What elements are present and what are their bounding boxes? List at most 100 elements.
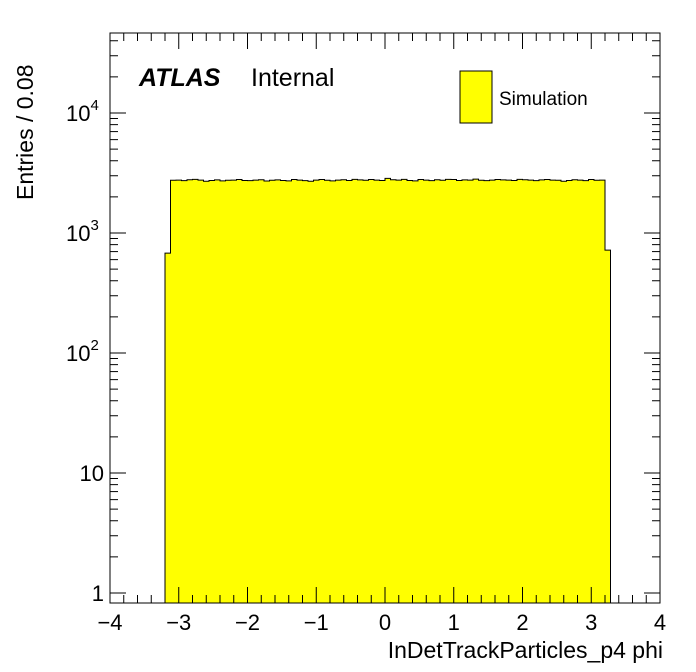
histogram-bar — [275, 179, 281, 603]
histogram-bar — [440, 180, 446, 603]
histogram-bar — [506, 180, 512, 603]
y-tick-label: 10 — [80, 461, 104, 486]
legend-swatch — [459, 70, 493, 124]
histogram-bar — [357, 179, 364, 603]
y-tick-label: 1 — [92, 581, 104, 606]
histogram-bar — [286, 180, 292, 603]
histogram-bar — [242, 180, 248, 603]
histogram-bar — [407, 180, 413, 603]
histogram-bar — [577, 180, 584, 603]
histogram-bar — [220, 180, 226, 603]
histogram-bar — [390, 179, 397, 603]
x-tick-label: 4 — [654, 610, 666, 635]
histogram-bar — [429, 180, 435, 603]
histogram-bar — [456, 180, 463, 603]
x-tick-label: −1 — [304, 610, 329, 635]
histogram-bar — [214, 179, 221, 603]
histogram-bar — [473, 179, 479, 603]
x-tick-labels: −4 −3 −2 −1 0 1 2 3 4 — [97, 610, 666, 635]
histogram-bar — [330, 180, 336, 603]
histogram-bar — [335, 180, 342, 603]
histogram-bar — [308, 181, 314, 604]
y-tick-label: 104 — [66, 97, 99, 126]
histogram-bar — [423, 180, 430, 603]
histogram-bar — [297, 180, 303, 603]
histogram-bar — [269, 180, 276, 603]
histogram-bar — [495, 179, 501, 603]
histogram-bar — [550, 180, 556, 603]
histogram-bar — [511, 180, 518, 603]
histogram-outline — [164, 177, 611, 603]
y-axis-label: Entries / 0.08 — [12, 64, 38, 200]
histogram-bar — [572, 179, 578, 603]
histogram-bar — [302, 180, 309, 603]
atlas-label: ATLAS — [138, 64, 221, 92]
histogram-bar — [352, 179, 358, 603]
histogram-bar — [412, 180, 419, 603]
legend: Simulation — [459, 70, 588, 124]
histogram-bar — [247, 180, 254, 603]
x-tick-label: 0 — [379, 610, 391, 635]
histogram-bar — [599, 180, 606, 603]
histogram-bar — [539, 179, 545, 603]
histogram-bar — [209, 180, 215, 603]
histogram-bar — [170, 180, 177, 603]
histogram-bar — [594, 180, 600, 603]
histogram-bar — [341, 179, 347, 603]
histogram-bar — [588, 179, 595, 603]
histogram-bar — [385, 178, 391, 604]
histogram-bar — [291, 179, 298, 603]
x-tick-label: −4 — [97, 610, 122, 635]
histogram-bar — [203, 181, 210, 604]
histogram-bar — [264, 181, 270, 604]
x-tick-label: 2 — [516, 610, 528, 635]
histogram-bar — [198, 180, 204, 603]
histogram-bar — [176, 180, 182, 603]
histogram-bar — [583, 180, 589, 603]
y-tick-labels: 1 10 102 103 104 — [66, 97, 104, 606]
histogram-bar — [445, 179, 452, 603]
axis-ticks — [109, 33, 661, 603]
histogram-bar — [187, 179, 193, 603]
histogram-bar — [533, 180, 540, 603]
histogram-bar — [363, 180, 369, 603]
histogram-bar — [605, 250, 611, 603]
histogram-bar — [396, 180, 402, 603]
histogram-bar — [368, 179, 375, 603]
histogram-bar — [467, 180, 474, 603]
histogram-bar — [500, 179, 507, 603]
histogram-bar — [484, 180, 490, 603]
histogram-bar — [346, 180, 353, 603]
histogram-bar — [478, 180, 485, 603]
histogram-bar — [280, 180, 287, 603]
histogram-bar — [434, 179, 441, 603]
histogram-bar — [192, 179, 199, 603]
histogram-bar — [253, 180, 259, 603]
histogram-bar — [313, 180, 320, 603]
histogram-bar — [236, 179, 243, 603]
y-tick-label: 103 — [66, 217, 99, 246]
histogram-bar — [517, 179, 523, 603]
histogram-bar — [225, 180, 232, 603]
histogram-bar — [324, 180, 331, 603]
histogram-bar — [258, 179, 265, 603]
x-tick-label: 3 — [585, 610, 597, 635]
histogram-bar — [181, 180, 188, 603]
histogram-bar — [544, 179, 551, 603]
histogram-bar — [379, 180, 386, 603]
histogram-bar — [319, 179, 325, 603]
histogram-bar — [522, 179, 529, 603]
x-tick-label: −3 — [166, 610, 191, 635]
histogram-bar — [374, 180, 380, 603]
histogram-bars — [164, 177, 611, 604]
histogram-bar — [401, 179, 408, 603]
histogram-bar — [418, 179, 424, 603]
histogram-bar — [165, 253, 171, 603]
histogram-bar — [489, 180, 496, 603]
internal-label: Internal — [251, 64, 334, 92]
histogram-bar — [555, 180, 562, 603]
x-axis-label: InDetTrackParticles_p4 phi — [388, 637, 663, 663]
x-tick-label: −2 — [235, 610, 260, 635]
histogram-bar — [561, 181, 567, 604]
